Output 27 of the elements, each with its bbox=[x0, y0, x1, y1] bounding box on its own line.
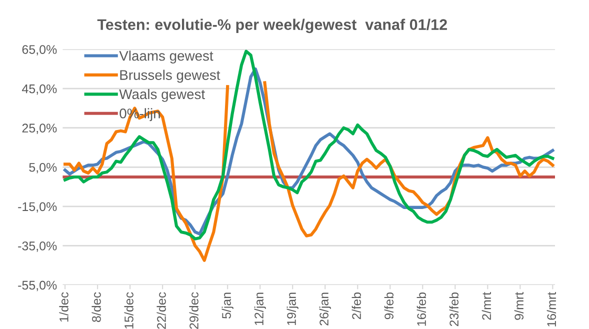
x-tick-label: 19/jan bbox=[286, 292, 298, 326]
y-tick-label: -15,0% bbox=[18, 202, 57, 213]
x-tick-label: 26/jan bbox=[319, 292, 331, 326]
x-tick-label: 22/dec bbox=[156, 292, 166, 329]
x-tick-label: 2/feb bbox=[352, 292, 361, 320]
x-tick-label: 16/mrt bbox=[546, 292, 556, 326]
y-tick-label: -35,0% bbox=[18, 242, 57, 252]
y-tick-label: 5,0% bbox=[29, 162, 57, 174]
y-tick-label: 25,0% bbox=[22, 124, 57, 134]
x-tick-label: 23/feb bbox=[449, 292, 458, 326]
x-tick-label: 2/mrt bbox=[482, 292, 492, 320]
legend-label: Waals gewest bbox=[119, 88, 205, 102]
legend-label: Brussels gewest bbox=[120, 70, 220, 83]
x-tick-label: 8/dec bbox=[92, 292, 101, 322]
x-tick-label: 15/dec bbox=[124, 292, 134, 329]
x-tick-label: 5/jan bbox=[222, 292, 234, 319]
y-tick-label: 65,0% bbox=[22, 45, 57, 56]
x-tick-label: 9/feb bbox=[384, 292, 394, 320]
x-tick-label: 9/mrt bbox=[514, 292, 524, 320]
x-tick-label: 1/dec bbox=[59, 292, 68, 322]
x-tick-label: 16/feb bbox=[416, 292, 426, 326]
x-tick-label: 12/jan bbox=[254, 292, 266, 326]
chart-title: Testen: evolutie-% per week/gewest vanaf 01/12 bbox=[97, 18, 447, 34]
y-tick-label: -55,0% bbox=[18, 280, 57, 292]
legend-label: Vlaams gewest bbox=[119, 50, 214, 64]
x-tick-label: 29/dec bbox=[189, 292, 198, 329]
y-tick-label: 45,0% bbox=[22, 84, 57, 95]
